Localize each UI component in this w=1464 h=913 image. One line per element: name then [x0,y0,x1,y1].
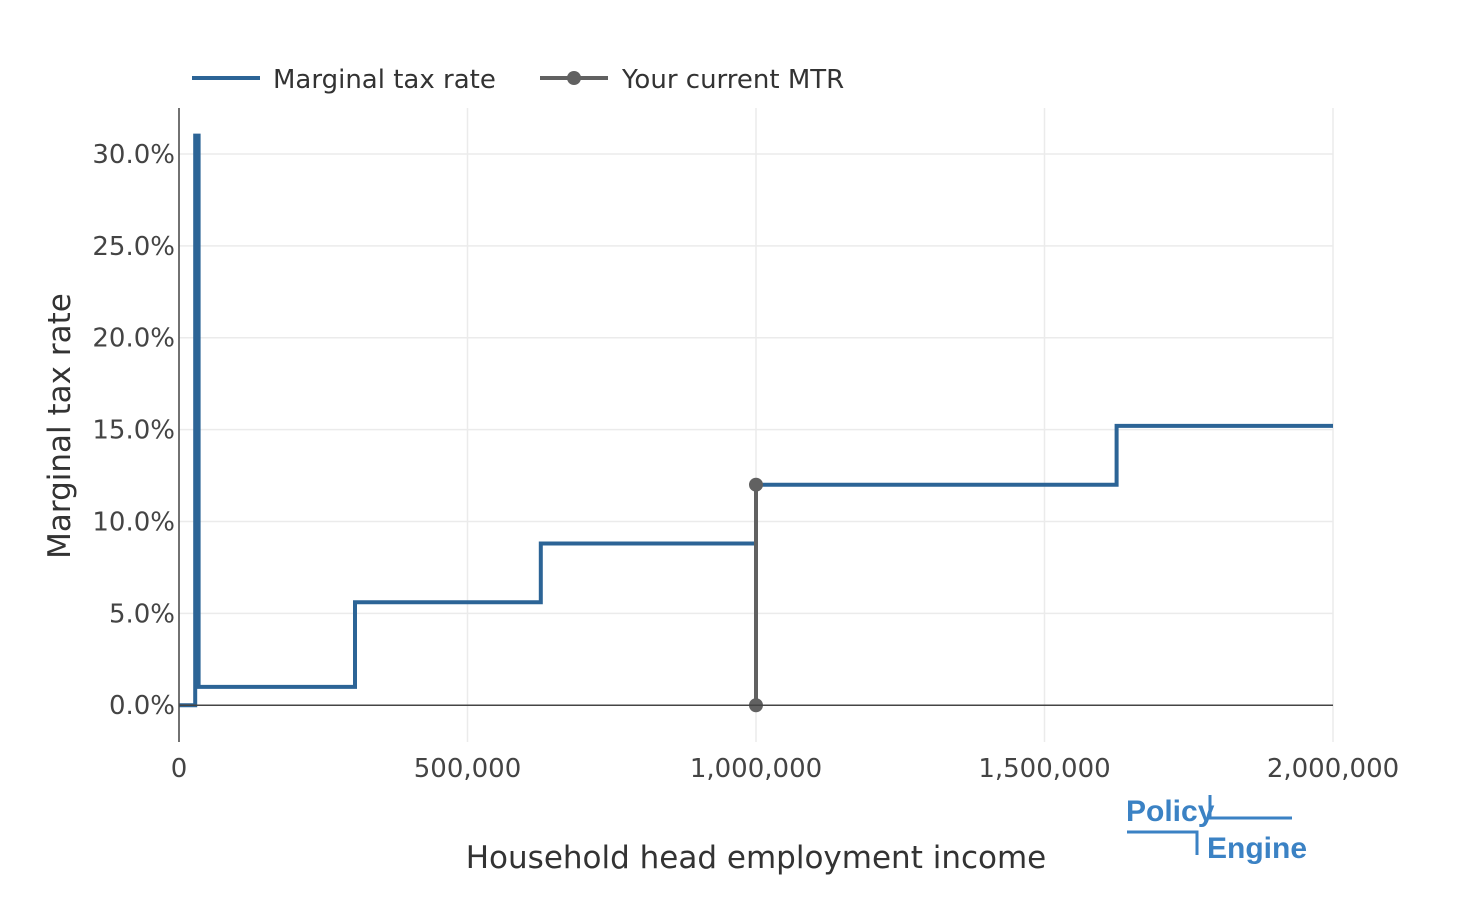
y-tick-label: 20.0% [92,324,175,354]
logo-word-policy: Policy [1126,795,1215,828]
x-tick-label: 1,000,000 [690,754,822,784]
legend-label-your-current-mtr: Your current MTR [621,65,844,95]
series-layer [179,133,1333,713]
series-line-marginal-tax-rate [179,133,1333,708]
legend-label-marginal-tax-rate: Marginal tax rate [273,65,496,95]
logo-bar-bottom [1127,830,1199,855]
y-tick-label: 5.0% [109,599,175,629]
x-axis-title: Household head employment income [466,840,1047,876]
legend-marker-your-current-mtr [567,71,581,85]
tick-labels: 0 500,000 1,000,000 1,500,000 2,000,000 0.0% 5… [92,140,1399,784]
legend-item-your-current-mtr[interactable]: Your current MTR [540,65,844,95]
y-tick-label: 0.0% [109,691,175,721]
x-tick-label: 500,000 [414,754,522,784]
y-tick-label: 25.0% [92,232,175,262]
current-mtr-point [749,477,763,492]
policyengine-logo: Policy Engine [1126,795,1307,865]
logo-word-engine: Engine [1207,832,1307,865]
x-tick-label: 2,000,000 [1267,754,1399,784]
y-tick-label: 30.0% [92,140,175,170]
y-axis-title: Marginal tax rate [42,293,78,559]
x-tick-label: 0 [171,754,188,784]
legend[interactable]: Marginal tax rate Your current MTR [192,65,844,95]
axes [178,108,1333,742]
logo-bar-top [1208,795,1292,820]
legend-item-marginal-tax-rate[interactable]: Marginal tax rate [192,65,496,95]
y-tick-label: 10.0% [92,507,175,537]
y-tick-label: 15.0% [92,416,175,446]
x-tick-label: 1,500,000 [978,754,1110,784]
